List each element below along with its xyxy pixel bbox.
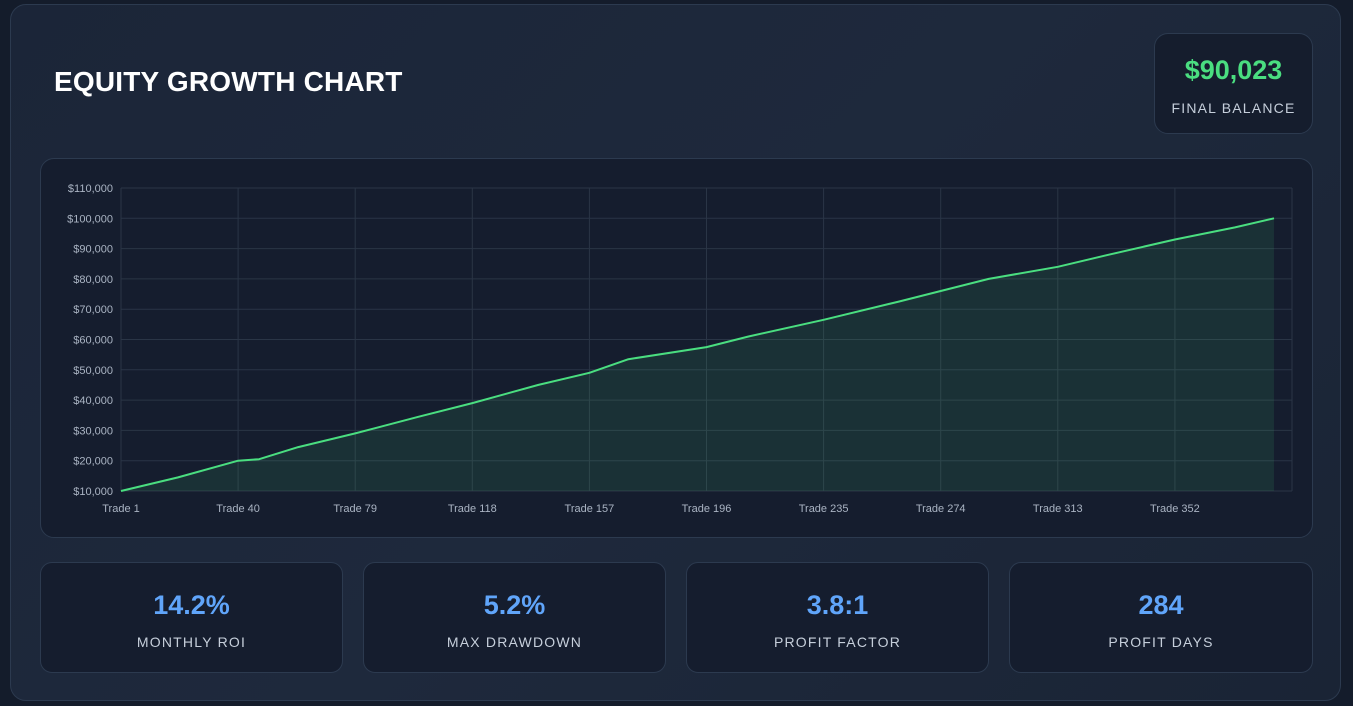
equity-point bbox=[627, 358, 629, 360]
stat-value: 3.8:1 bbox=[806, 590, 869, 620]
x-tick-label: Trade 118 bbox=[448, 503, 497, 515]
equity-point bbox=[258, 458, 260, 460]
final-balance-card: $90,023 FINAL BALANCE bbox=[1154, 33, 1313, 134]
y-tick-label: $90,000 bbox=[73, 244, 113, 256]
y-tick-label: $100,000 bbox=[67, 213, 113, 225]
equity-point bbox=[1273, 217, 1275, 219]
x-tick-label: Trade 1 bbox=[102, 503, 140, 515]
y-tick-label: $10,000 bbox=[73, 486, 113, 498]
equity-point bbox=[940, 290, 942, 292]
stat-label: MONTHLY ROI bbox=[136, 634, 247, 650]
equity-point bbox=[988, 278, 990, 280]
equity-point bbox=[823, 319, 825, 321]
final-balance-value: $90,023 bbox=[1184, 55, 1283, 85]
y-tick-label: $80,000 bbox=[73, 274, 113, 286]
y-tick-label: $70,000 bbox=[73, 304, 113, 316]
y-tick-label: $40,000 bbox=[73, 395, 113, 407]
equity-point bbox=[898, 301, 900, 303]
equity-line bbox=[120, 217, 1275, 492]
stat-card-profit-days: 284 PROFIT DAYS bbox=[1009, 562, 1313, 673]
equity-chart: $10,000 $20,000 $30,000 $40,000 $50,000 $60,0… bbox=[67, 183, 1293, 515]
equity-point bbox=[354, 432, 356, 434]
x-tick-label: Trade 196 bbox=[682, 503, 732, 515]
x-tick-label: Trade 313 bbox=[1033, 503, 1083, 515]
y-tick-label: $60,000 bbox=[73, 335, 113, 347]
equity-point bbox=[177, 476, 179, 478]
equity-chart-card: $10,000 $20,000 $30,000 $40,000 $50,000 $60,0… bbox=[40, 158, 1313, 538]
x-tick-label: Trade 235 bbox=[799, 503, 849, 515]
equity-point bbox=[588, 372, 590, 374]
stat-label: MAX DRAWDOWN bbox=[446, 634, 583, 650]
equity-point bbox=[417, 416, 419, 418]
stat-value: 5.2% bbox=[483, 590, 546, 620]
x-tick-label: Trade 40 bbox=[216, 503, 260, 515]
y-tick-label: $110,000 bbox=[68, 183, 113, 195]
equity-point bbox=[1108, 254, 1110, 256]
equity-point bbox=[706, 346, 708, 348]
equity-point bbox=[471, 402, 473, 404]
stat-card-max-drawdown: 5.2% MAX DRAWDOWN bbox=[363, 562, 666, 673]
y-tick-label: $30,000 bbox=[73, 425, 113, 437]
x-tick-label: Trade 79 bbox=[333, 503, 377, 515]
equity-point bbox=[1234, 226, 1236, 228]
x-tick-label: Trade 352 bbox=[1150, 503, 1200, 515]
final-balance-label: FINAL BALANCE bbox=[1171, 100, 1296, 116]
equity-point bbox=[537, 384, 539, 386]
stat-label: PROFIT FACTOR bbox=[773, 634, 902, 650]
stat-card-monthly-roi: 14.2% MONTHLY ROI bbox=[40, 562, 343, 673]
y-tick-label: $20,000 bbox=[73, 456, 113, 468]
equity-point bbox=[748, 336, 750, 338]
equity-point bbox=[1174, 239, 1176, 241]
stat-label: PROFIT DAYS bbox=[1108, 634, 1214, 650]
stat-card-profit-factor: 3.8:1 PROFIT FACTOR bbox=[686, 562, 989, 673]
x-tick-label: Trade 157 bbox=[565, 503, 615, 515]
y-tick-label: $50,000 bbox=[73, 365, 113, 377]
equity-point bbox=[297, 446, 299, 448]
stat-value: 14.2% bbox=[153, 590, 230, 620]
equity-area bbox=[121, 218, 1274, 492]
x-tick-label: Trade 274 bbox=[916, 503, 966, 515]
equity-point bbox=[1057, 266, 1059, 268]
page-title: EQUITY GROWTH CHART bbox=[54, 66, 403, 97]
equity-point bbox=[120, 490, 122, 492]
equity-point bbox=[237, 460, 239, 462]
stat-value: 284 bbox=[1138, 590, 1184, 620]
